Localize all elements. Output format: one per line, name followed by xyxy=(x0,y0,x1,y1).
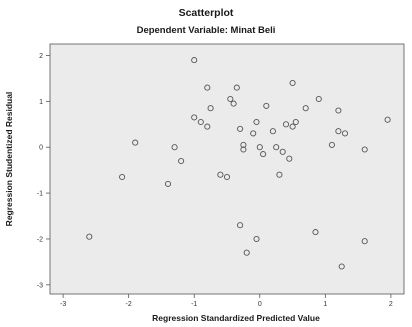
scatter-point xyxy=(250,130,257,137)
scatter-point xyxy=(384,116,391,123)
scatter-point xyxy=(276,171,283,178)
x-tick-label: -3 xyxy=(60,301,66,308)
y-tick-label: -3 xyxy=(37,282,43,289)
scatter-point xyxy=(269,128,276,135)
y-axis-label: Regression Studentized Residual xyxy=(4,92,14,227)
scatter-point xyxy=(217,171,224,178)
scatter-point xyxy=(233,84,240,91)
scatter-point xyxy=(240,146,247,153)
y-tick-label: 1 xyxy=(39,99,43,106)
y-tick-label: -2 xyxy=(37,236,43,243)
scatter-point xyxy=(335,128,342,135)
scatter-point xyxy=(178,157,185,165)
y-tick-label: -1 xyxy=(37,191,43,198)
scatter-point xyxy=(253,235,260,243)
scatter-point xyxy=(86,233,93,240)
scatter-point xyxy=(315,95,322,103)
scatter-point xyxy=(312,229,319,236)
scatter-point xyxy=(204,84,211,91)
chart-title: Scatterplot xyxy=(179,7,234,19)
scatter-point xyxy=(338,263,345,270)
scatter-point xyxy=(279,148,286,155)
scatter-point xyxy=(227,95,234,103)
scatter-point xyxy=(230,100,237,107)
scatter-point xyxy=(197,118,204,126)
scatter-point xyxy=(273,144,280,151)
scatter-point xyxy=(237,125,244,132)
x-axis-label: Regression Standardized Predicted Value xyxy=(152,313,320,323)
scatter-point xyxy=(289,79,296,87)
scatter-point xyxy=(289,123,296,130)
scatter-point xyxy=(191,57,198,64)
y-tick-label: 0 xyxy=(39,145,43,152)
x-tick-label: 0 xyxy=(258,301,262,308)
scatter-point xyxy=(361,146,368,153)
x-tick-label: -1 xyxy=(191,301,197,308)
axis-ticks: -3 -2 -1 0 1 2 2 1 0 -1 -2 -3 xyxy=(37,53,393,308)
scatter-point xyxy=(263,102,270,109)
x-tick-label: 1 xyxy=(323,301,327,308)
x-tick-label: 2 xyxy=(389,301,393,308)
scatter-point xyxy=(302,105,309,112)
scatter-point xyxy=(282,121,290,128)
scatter-point xyxy=(132,139,139,146)
scatter-point xyxy=(341,130,349,137)
data-points xyxy=(86,57,391,270)
scatter-point xyxy=(292,118,299,126)
scatter-point xyxy=(286,155,293,162)
scatter-point xyxy=(223,173,231,181)
scatter-point xyxy=(119,173,126,181)
scatter-point xyxy=(335,107,342,114)
chart-subtitle: Dependent Variable: Minat Beli xyxy=(137,25,276,36)
scatter-point xyxy=(204,123,211,130)
scatter-point xyxy=(256,144,263,151)
y-tick-label: 2 xyxy=(39,53,43,60)
scatter-point xyxy=(328,141,335,148)
plot-area xyxy=(49,43,405,295)
scatter-point xyxy=(171,144,178,151)
scatter-point xyxy=(191,114,198,121)
scatter-point xyxy=(243,249,250,256)
scatter-point xyxy=(260,151,267,158)
scatter-point xyxy=(361,238,368,245)
scatter-point xyxy=(164,180,172,187)
scatter-point xyxy=(237,222,244,229)
x-tick-label: -2 xyxy=(126,301,132,308)
scatter-point xyxy=(253,118,260,126)
scatter-point xyxy=(240,141,247,148)
scatter-point xyxy=(207,105,214,112)
